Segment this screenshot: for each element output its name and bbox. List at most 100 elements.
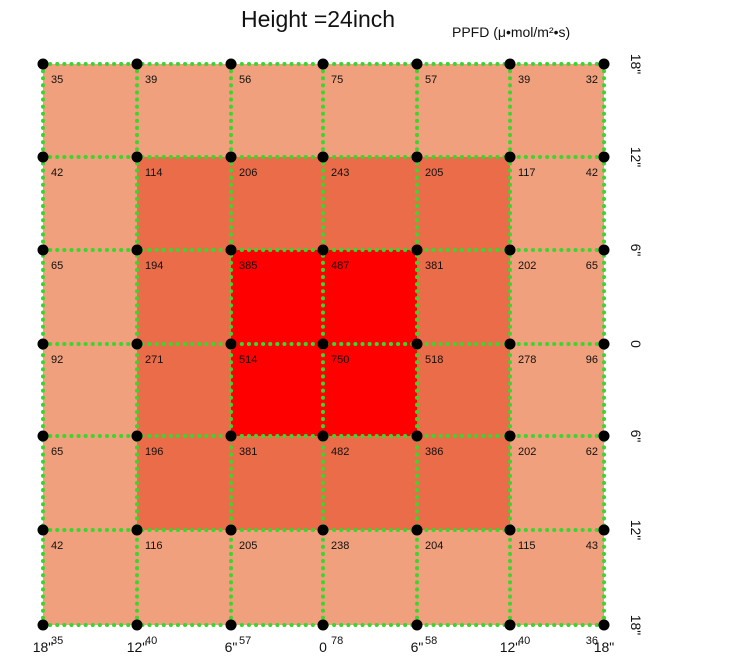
measurement-point [317,430,329,442]
measurement-point [37,244,49,256]
value-label: 39 [518,74,530,86]
measurement-point [504,244,516,256]
value-label: 58 [425,635,437,647]
value-label: 65 [51,260,63,272]
value-label: 194 [145,260,163,272]
heatmap-cell [417,436,510,530]
heatmap-cell [323,344,417,436]
measurement-point [411,58,423,70]
heatmap-cell [417,344,510,436]
heatmap-cell [137,157,231,250]
value-label: 42 [51,167,63,179]
x-tick-label: 12" [127,639,148,655]
y-tick-label: 0 [628,340,644,348]
heatmap-cell [231,530,323,625]
measurement-point [37,524,49,536]
heatmap-cell [43,436,137,530]
value-label: 750 [331,354,349,366]
heatmap-cell [137,64,231,157]
measurement-point [598,338,610,350]
measurement-point [37,338,49,350]
value-label: 116 [145,540,163,552]
value-label: 40 [518,635,530,647]
heatmap-cell [231,250,323,344]
y-tick-label: 6" [628,430,644,443]
value-label: 114 [145,167,163,179]
heatmap-cell [137,344,231,436]
heatmap-cell [323,530,417,625]
value-label: 202 [518,446,536,458]
value-label: 243 [331,167,349,179]
value-label: 386 [425,446,443,458]
heatmap-cell [231,344,323,436]
measurement-point [131,619,143,631]
heatmap-cell [417,530,510,625]
measurement-point [411,338,423,350]
measurement-point [131,338,143,350]
chart-title: Height =24inch [240,6,396,32]
heatmap-cell [137,436,231,530]
x-tick-label: 6" [411,639,424,655]
value-label: 487 [331,260,349,272]
measurement-point [504,58,516,70]
x-tick-label: 6" [225,639,238,655]
measurement-point [317,619,329,631]
measurement-point [37,430,49,442]
heatmap-cell [510,436,604,530]
value-label: 40 [145,635,157,647]
value-label: 39 [145,74,157,86]
measurement-point [411,619,423,631]
measurement-point [37,151,49,163]
measurement-point [411,244,423,256]
heatmap-cell [510,344,604,436]
heatmap-cell [43,64,137,157]
measurement-point [411,151,423,163]
measurement-point [225,58,237,70]
value-label: 205 [425,167,443,179]
measurement-point [317,58,329,70]
value-label: 96 [586,354,598,366]
value-label: 381 [239,446,257,458]
value-label: 518 [425,354,443,366]
value-label: 75 [331,74,343,86]
measurement-point [317,244,329,256]
y-tick-label: 12" [628,147,644,168]
value-label: 92 [51,354,63,366]
heatmap-cell [231,64,323,157]
y-tick-label: 12" [628,520,644,541]
heatmap-cell [323,436,417,530]
y-tick-label: 18" [628,54,644,75]
measurement-point [225,619,237,631]
value-label: 385 [239,260,257,272]
value-label: 205 [239,540,257,552]
measurement-point [411,430,423,442]
measurement-point [598,58,610,70]
value-label: 36 [586,635,598,647]
value-label: 206 [239,167,257,179]
measurement-point [317,151,329,163]
value-label: 56 [239,74,251,86]
measurement-point [37,619,49,631]
measurement-point [131,151,143,163]
measurement-point [598,430,610,442]
measurement-point [411,524,423,536]
y-tick-label: 6" [628,244,644,257]
value-label: 115 [518,540,536,552]
value-label: 202 [518,260,536,272]
measurement-point [225,430,237,442]
value-label: 43 [586,540,598,552]
heatmap-cell [231,436,323,530]
value-label: 238 [331,540,349,552]
measurement-point [131,524,143,536]
value-label: 278 [518,354,536,366]
value-label: 381 [425,260,443,272]
value-label: 62 [586,446,598,458]
value-label: 35 [51,635,63,647]
measurement-point [225,524,237,536]
value-label: 196 [145,446,163,458]
measurement-point [598,244,610,256]
heatmap-cell [417,157,510,250]
heatmap-cell [43,530,137,625]
measurement-point [504,430,516,442]
